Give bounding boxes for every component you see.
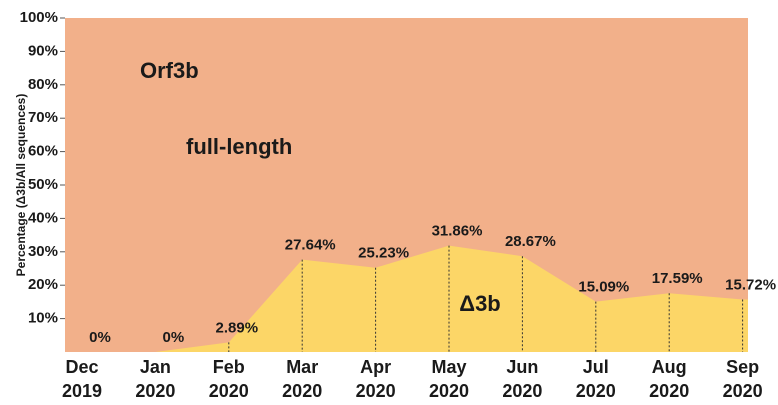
area <box>82 245 748 352</box>
y-tick-label: 80% <box>28 76 58 93</box>
value-label: 25.23% <box>358 245 409 262</box>
x-tick-label: Mar 2020 <box>282 357 322 401</box>
value-label: 31.86% <box>432 223 483 240</box>
x-tick-label: Aug 2020 <box>649 357 689 401</box>
x-tick-label: May 2020 <box>429 357 469 401</box>
y-tick-label: 90% <box>28 42 58 59</box>
y-tick-label: 60% <box>28 143 58 160</box>
x-tick-label: Apr 2020 <box>356 357 396 401</box>
x-tick-label: Jun 2020 <box>502 357 542 401</box>
x-tick-label: Dec 2019 <box>62 357 102 401</box>
y-tick-label: 10% <box>28 310 58 327</box>
annotation: Orf3b <box>140 58 199 83</box>
x-tick-label: Jan 2020 <box>135 357 175 401</box>
y-tick-label: 30% <box>28 243 58 260</box>
x-tick-label: Feb 2020 <box>209 357 249 401</box>
value-label: 0% <box>163 329 185 346</box>
y-tick-label: 70% <box>28 109 58 126</box>
value-label: 15.09% <box>578 279 629 296</box>
value-label: 27.64% <box>285 237 336 254</box>
y-tick-label: 40% <box>28 209 58 226</box>
x-tick-label: Jul 2020 <box>576 357 616 401</box>
value-label: 28.67% <box>505 233 556 250</box>
y-tick-label: 100% <box>20 9 58 26</box>
value-label: 17.59% <box>652 270 703 287</box>
series-label: Δ3b <box>459 291 501 316</box>
annotation: full-length <box>186 134 292 159</box>
value-label: 15.72% <box>725 276 776 293</box>
value-label: 0% <box>89 329 111 346</box>
y-tick-label: 50% <box>28 176 58 193</box>
x-tick-label: Sep 2020 <box>723 357 763 401</box>
value-label: 2.89% <box>216 319 259 336</box>
y-tick-label: 20% <box>28 276 58 293</box>
y-axis-label: Percentage (Δ3b/All sequences) <box>14 94 28 277</box>
